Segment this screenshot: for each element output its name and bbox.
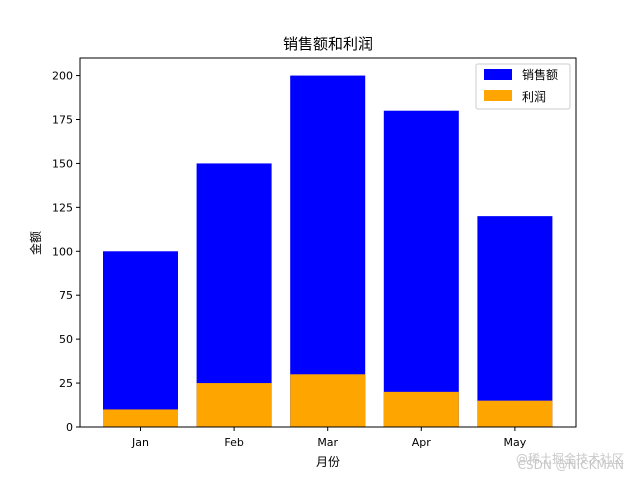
bar-profit-feb bbox=[196, 383, 272, 427]
x-tick-label-may: May bbox=[504, 436, 527, 449]
y-tick-label-0: 0 bbox=[66, 421, 73, 434]
y-tick-label-150: 150 bbox=[52, 157, 73, 170]
bar-sales-jan bbox=[103, 251, 178, 427]
y-tick-label-25: 25 bbox=[59, 377, 73, 390]
y-tick-label-50: 50 bbox=[59, 333, 73, 346]
y-axis-label: 金额 bbox=[28, 231, 43, 255]
bar-profit-may bbox=[477, 400, 553, 427]
bar-profit-jan bbox=[103, 409, 178, 427]
bar-profit-apr bbox=[383, 391, 459, 427]
x-tick-label-jan: Jan bbox=[131, 436, 149, 449]
watermark: @稀土掘金技术社区 CSDN @NICKMAN bbox=[516, 451, 624, 472]
x-tick-label-apr: Apr bbox=[412, 436, 432, 449]
legend: 销售额 利润 bbox=[475, 63, 571, 110]
legend-swatch-sales bbox=[484, 69, 512, 80]
bars-layer bbox=[103, 75, 553, 428]
legend-swatch-profit bbox=[484, 90, 512, 101]
legend-label-sales: 销售额 bbox=[522, 67, 558, 82]
y-tick-label-100: 100 bbox=[52, 245, 73, 258]
chart-title: 销售额和利润 bbox=[283, 35, 373, 53]
watermark-line1: @稀土掘金技术社区 bbox=[516, 451, 624, 466]
x-tick-label-feb: Feb bbox=[224, 436, 243, 449]
watermark-line2: CSDN @NICKMAN bbox=[518, 458, 624, 472]
bar-sales-mar bbox=[290, 75, 366, 428]
x-axis: Jan Feb Mar Apr May bbox=[131, 427, 527, 449]
x-tick-label-mar: Mar bbox=[317, 436, 338, 449]
y-tick-label-175: 175 bbox=[52, 114, 73, 127]
bar-sales-apr bbox=[383, 110, 459, 427]
bar-sales-feb bbox=[196, 163, 272, 427]
y-axis: 0 25 50 75 100 125 150 175 200 bbox=[52, 70, 80, 434]
bar-sales-may bbox=[477, 216, 553, 427]
bar-profit-mar bbox=[290, 374, 366, 427]
legend-label-profit: 利润 bbox=[522, 90, 546, 104]
plot-frame bbox=[79, 57, 577, 428]
y-tick-label-75: 75 bbox=[59, 289, 73, 302]
x-axis-label: 月份 bbox=[316, 455, 340, 469]
y-tick-label-125: 125 bbox=[52, 201, 73, 214]
y-tick-label-200: 200 bbox=[52, 70, 73, 83]
